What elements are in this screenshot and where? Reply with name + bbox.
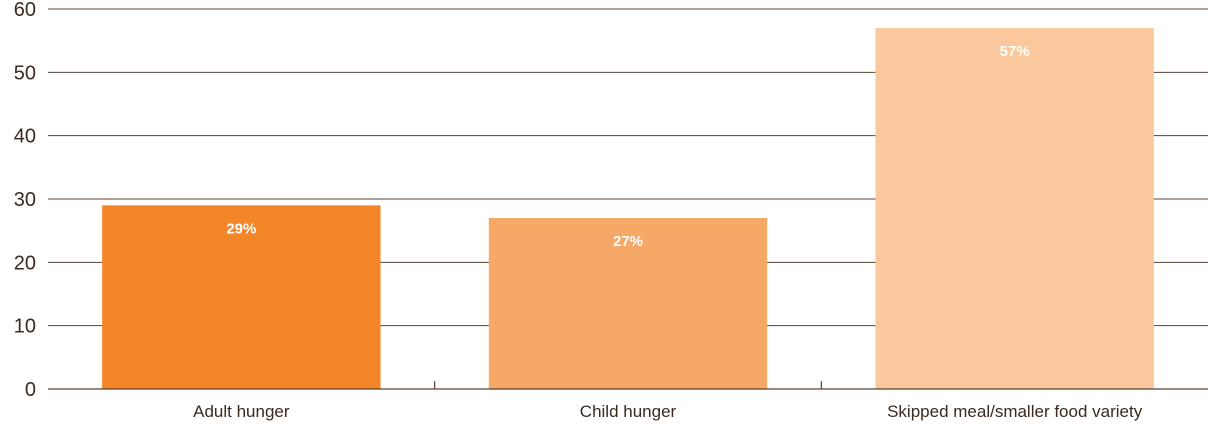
x-axis xyxy=(48,381,1208,390)
bar-2 xyxy=(488,218,768,389)
category-label-2: Child hunger xyxy=(580,402,677,421)
bar-1 xyxy=(102,205,381,389)
category-label-1: Adult hunger xyxy=(193,402,290,421)
y-tick-label-40: 40 xyxy=(14,126,36,148)
bar-3 xyxy=(875,28,1154,389)
data-label-2: 27% xyxy=(613,233,643,250)
data-label-1: 29% xyxy=(226,220,256,237)
bars xyxy=(102,28,1154,389)
y-tick-label-30: 30 xyxy=(14,189,36,211)
data-labels: 29% 27% 57% xyxy=(226,43,1029,250)
y-tick-label-50: 50 xyxy=(14,62,36,84)
y-tick-label-60: 60 xyxy=(14,0,36,21)
y-tick-label-10: 10 xyxy=(14,316,36,338)
category-label-3: Skipped meal/smaller food variety xyxy=(887,402,1143,421)
y-tick-label-20: 20 xyxy=(14,252,36,274)
y-tick-label-0: 0 xyxy=(25,379,36,401)
y-axis-tick-labels: 0 10 20 30 40 50 60 xyxy=(14,0,36,401)
category-labels: Adult hunger Child hunger Skipped meal/sma… xyxy=(193,402,1143,421)
data-label-3: 57% xyxy=(1000,43,1030,60)
